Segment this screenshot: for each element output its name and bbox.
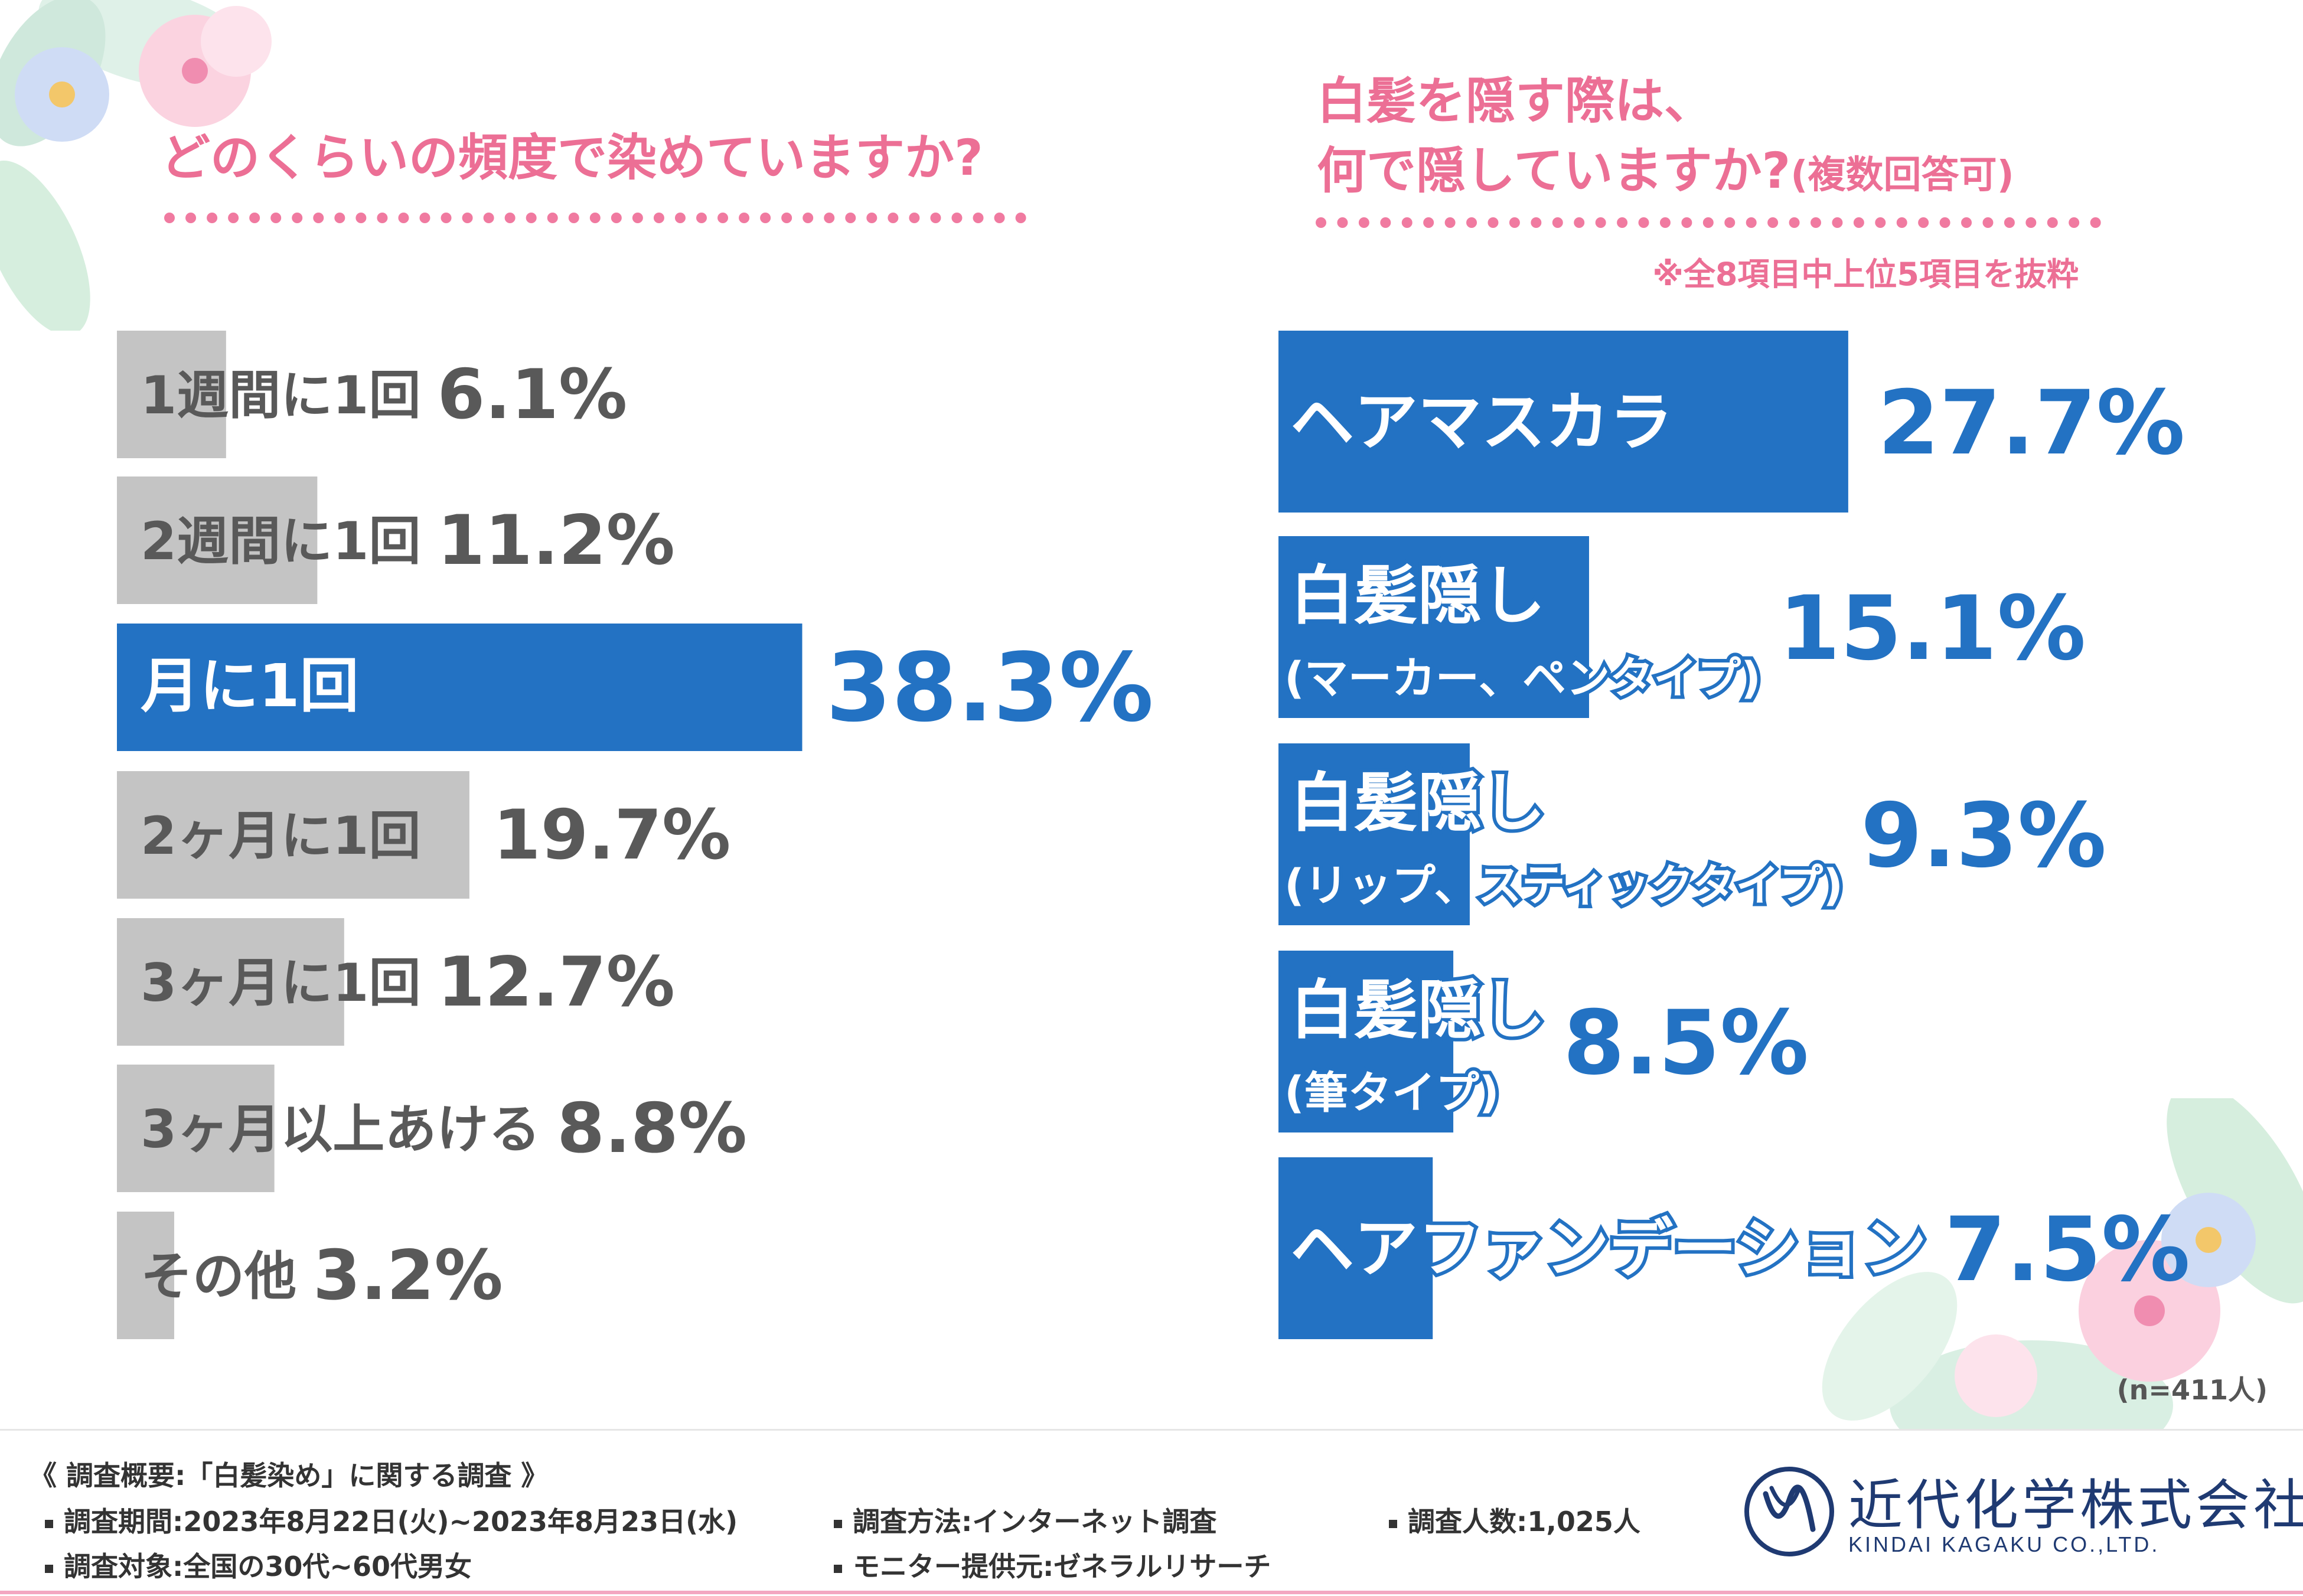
right-bar-5 [1278, 1157, 1433, 1339]
right-category-line: 白髪隠し [1290, 974, 1545, 1047]
right-bar-1 [1278, 331, 1848, 513]
left-title-divider [164, 213, 1026, 223]
right-value-label-4: 8.5% [1563, 992, 1809, 1095]
left-bar-4 [117, 771, 469, 899]
left-bar-7 [117, 1212, 174, 1339]
right-value-label-3: 9.3% [1861, 785, 2106, 887]
right-title-line2: 何で隠していますか?(複数回答可) [1317, 136, 2014, 210]
right-title-line1: 白髪を隠す際は、 [1317, 72, 1714, 130]
left-bar-2 [117, 476, 318, 604]
bullet-icon [1389, 1519, 1397, 1528]
right-bar-3 [1278, 743, 1470, 925]
survey-period-row: 調査期間:2023年8月22日(火)~2023年8月23日(水) [45, 1500, 738, 1539]
survey-count-row: 調査人数:1,025人 [1389, 1500, 1640, 1539]
right-value-label-2: 15.1% [1779, 577, 2086, 680]
left-bar-3 [117, 624, 803, 751]
left-category-label-7: その他 [141, 1246, 296, 1307]
bullet-icon [834, 1519, 842, 1528]
left-value-label-2: 11.2% [437, 501, 674, 580]
right-value-label-1: 27.7% [1878, 372, 2185, 475]
right-chart-note: ※全8項目中上位5項目を抜粋 [1652, 256, 2079, 293]
right-title-question: 何で隠していますか? [1317, 142, 1791, 200]
survey-period: 調査期間:2023年8月22日(火)~2023年8月23日(水) [64, 1506, 738, 1538]
survey-method: 調査方法:インターネット調査 [853, 1506, 1217, 1538]
company-logo-sub: KINDAI KAGAKU CO.,LTD. [1848, 1532, 2160, 1556]
right-category-subline: (筆タイプ) [1284, 1068, 1499, 1118]
left-value-label-4: 19.7% [493, 795, 730, 875]
company-logo-icon [1744, 1467, 1834, 1556]
survey-heading: 《 調査概要:「白髪染め」に関する調査 》 [30, 1460, 549, 1491]
right-category-subline: (リップ、スティックタイプ) [1284, 860, 1843, 911]
sample-size-label: (n=411人) [2116, 1374, 2268, 1406]
survey-count: 調査人数:1,025人 [1408, 1506, 1640, 1538]
left-value-label-3: 38.3% [826, 632, 1153, 743]
right-bar-2 [1278, 536, 1589, 718]
left-category-label-3: 月に1回 [141, 651, 359, 720]
right-category-label-1: ヘアマスカラ [1287, 382, 1676, 463]
survey-provider: モニター提供元:ゼネラルリサーチ [853, 1551, 1271, 1582]
decoration-bottom-right [1822, 1098, 2303, 1429]
survey-footer: 《 調査概要:「白髪染め」に関する調査 》 調査期間:2023年8月22日(火)… [0, 1429, 2303, 1596]
left-category-label-5: 3ヶ月に1回 [141, 952, 420, 1013]
survey-target: 調査対象:全国の30代~60代男女 [64, 1551, 472, 1582]
left-bar-1 [117, 331, 226, 458]
left-category-label-1: 1週間に1回 [141, 365, 420, 426]
right-category-label-4: 白髪隠し (筆タイプ) [1281, 970, 1549, 1122]
survey-target-row: 調査対象:全国の30代~60代男女 [45, 1545, 472, 1584]
right-category-label-5: ヘアファンデーション [1287, 1209, 1930, 1290]
right-category-line: ヘアマスカラ [1290, 386, 1673, 459]
right-bar-4 [1278, 951, 1454, 1132]
left-bar-6 [117, 1065, 275, 1192]
decoration-top-left [0, 0, 272, 331]
left-category-label-2: 2週間に1回 [141, 511, 420, 572]
right-title-suffix: (複数回答可) [1790, 154, 2014, 197]
left-bar-5 [117, 918, 344, 1046]
right-category-line: 白髪隠し [1290, 766, 1545, 840]
right-category-label-3: 白髪隠し (リップ、スティックタイプ) [1281, 763, 1847, 915]
left-value-label-1: 6.1% [437, 355, 627, 435]
survey-provider-row: モニター提供元:ゼネラルリサーチ [834, 1545, 1271, 1584]
survey-method-row: 調査方法:インターネット調査 [834, 1500, 1216, 1539]
left-chart-title: どのくらいの頻度で染めていますか? [161, 129, 983, 187]
company-logo-name: 近代化学株式会社 [1848, 1474, 2303, 1537]
right-title-divider [1316, 217, 2101, 228]
bullet-icon [834, 1564, 842, 1573]
left-value-label-7: 3.2% [313, 1236, 503, 1316]
right-category-subline: (マーカー、ペンタイプ) [1284, 653, 1761, 704]
right-category-line: ヘアファンデーション [1290, 1212, 1927, 1286]
bottom-accent-line [0, 1591, 2303, 1594]
right-value-label-5: 7.5% [1945, 1199, 2190, 1301]
left-category-label-4: 2ヶ月に1回 [141, 805, 420, 866]
right-category-line: 白髪隠し [1290, 559, 1545, 633]
right-category-label-2: 白髪隠し (マーカー、ペンタイプ) [1281, 556, 1764, 707]
right-chart-title: 白髪を隠す際は、 何で隠していますか?(複数回答可) [1317, 66, 2014, 210]
bullet-icon [45, 1519, 53, 1528]
left-value-label-5: 12.7% [437, 942, 674, 1022]
left-value-label-6: 8.8% [557, 1089, 747, 1169]
left-category-label-6: 3ヶ月以上あける [141, 1099, 540, 1160]
bullet-icon [45, 1564, 53, 1573]
